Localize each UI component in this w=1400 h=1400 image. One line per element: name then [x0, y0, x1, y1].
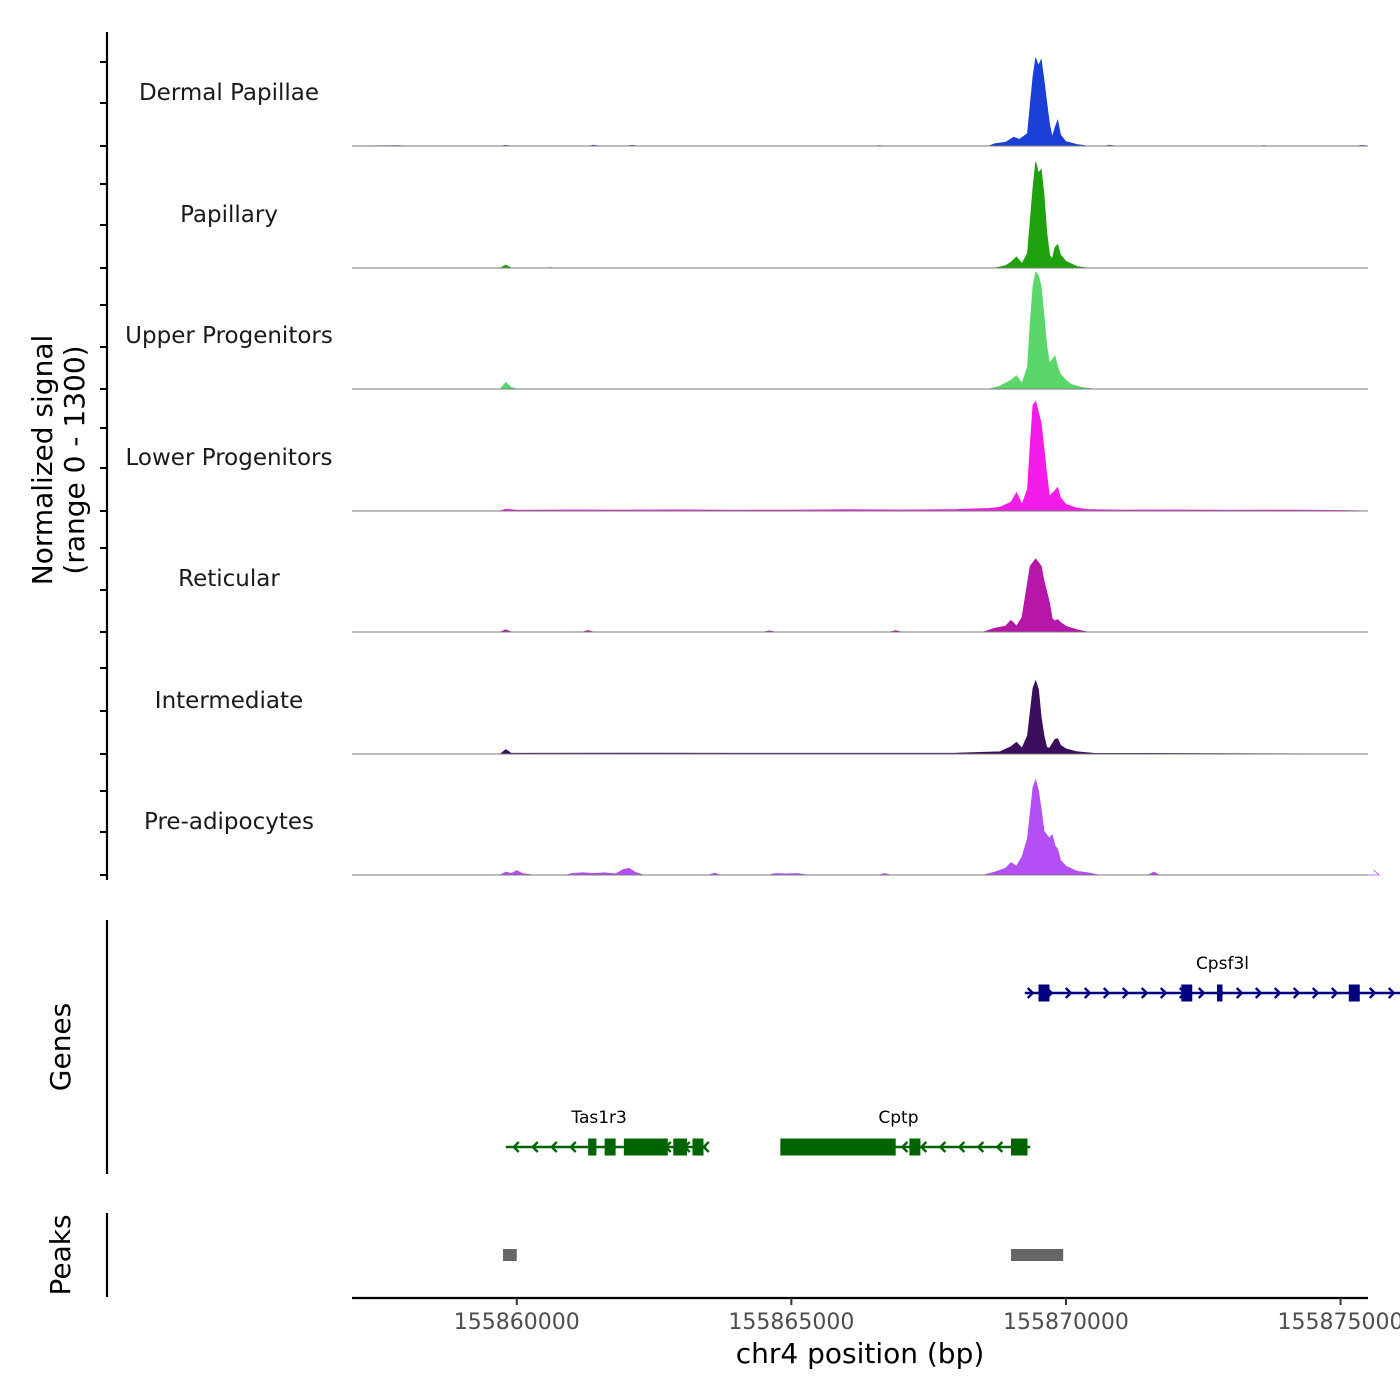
signal-area: [352, 271, 1368, 390]
gene-strand-arrow: [702, 1141, 710, 1153]
signal-area: [352, 161, 1368, 269]
gene-exon: [1216, 984, 1223, 1002]
gene-strand-arrow: [976, 1141, 985, 1153]
peak-region: [1011, 1249, 1064, 1261]
track-2: Upper Progenitors: [125, 271, 1368, 390]
x-tick-label: 155860000: [454, 1310, 580, 1335]
gene-strand-arrow: [1292, 987, 1301, 999]
signal-y-label-line1: Normalized signal: [26, 335, 59, 586]
gene-strand-arrow: [1273, 987, 1282, 999]
x-axis: 155860000 155865000 155870000 155875000: [352, 1296, 1400, 1335]
gene-strand-arrow: [1121, 987, 1130, 999]
gene-strand-arrow: [550, 1141, 558, 1153]
gene-strand-arrow: [1368, 987, 1377, 999]
gene-strand-arrow: [1330, 987, 1339, 999]
gene-exon: [623, 1138, 668, 1156]
track-label: Lower Progenitors: [126, 445, 333, 471]
gene-strand-arrow: [1026, 987, 1035, 999]
gene-strand-arrow: [1254, 987, 1263, 999]
gene-exon: [1011, 1138, 1028, 1156]
gene-exon: [909, 1138, 921, 1156]
gene-exon: [780, 1138, 896, 1156]
gene-strand-arrow: [1197, 987, 1206, 999]
gene-strand-arrow: [1311, 987, 1320, 999]
gene-label: Cptp: [878, 1108, 918, 1128]
gene-strand-arrow: [1159, 987, 1168, 999]
gene-exon: [604, 1138, 616, 1156]
track-label: Pre-adipocytes: [144, 809, 314, 835]
track-label: Intermediate: [155, 688, 303, 714]
gene-strand-arrow: [569, 1141, 577, 1153]
track-1: Papillary: [180, 161, 1368, 269]
gene-Cptp: Cptp: [780, 1108, 1031, 1156]
track-4: Reticular: [178, 558, 1368, 633]
gene-exon: [1038, 984, 1050, 1002]
gene-strand-arrow: [995, 1141, 1004, 1153]
gene-label: Tas1r3: [570, 1108, 626, 1128]
gene-strand-arrow: [1083, 987, 1092, 999]
gene-exon: [588, 1138, 597, 1156]
gene-strand-arrow: [512, 1141, 520, 1153]
track-label: Dermal Papillae: [139, 80, 319, 106]
gene-exon: [673, 1138, 688, 1156]
track-5: Intermediate: [155, 679, 1369, 755]
peaks-panel: [503, 1249, 1064, 1261]
gene-strand-arrow: [900, 1141, 909, 1153]
signal-tracks: Dermal Papillae Papillary Upper Progenitor…: [125, 56, 1381, 876]
genes-panel-label: Genes: [44, 1003, 77, 1091]
gene-strand-arrow: [1387, 987, 1396, 999]
signal-area: [352, 400, 1369, 512]
signal-area: [351, 56, 1369, 147]
signal-area: [352, 558, 1368, 633]
gene-strand-arrow: [1102, 987, 1111, 999]
track-0: Dermal Papillae: [139, 56, 1369, 147]
peaks-panel-label: Peaks: [44, 1214, 77, 1295]
peak-region: [503, 1249, 517, 1261]
x-axis-title: chr4 position (bp): [736, 1337, 985, 1370]
signal-area: [352, 778, 1381, 876]
signal-area: [352, 679, 1369, 755]
track-6: Pre-adipocytes: [144, 778, 1381, 876]
signal-y-label-line2: (range 0 - 1300): [58, 345, 91, 574]
track-label: Upper Progenitors: [125, 323, 333, 349]
gene-strand-arrow: [919, 1141, 928, 1153]
x-tick-label: 155865000: [728, 1310, 854, 1335]
gene-exon: [1181, 984, 1193, 1002]
x-tick-label: 155875000: [1278, 1310, 1400, 1335]
gene-strand-arrow: [938, 1141, 947, 1153]
track-label: Reticular: [178, 566, 280, 592]
gene-strand-arrow: [957, 1141, 966, 1153]
gene-Tas1r3: Tas1r3: [505, 1108, 710, 1156]
signal-axis: [100, 32, 109, 880]
gene-strand-arrow: [1140, 987, 1149, 999]
gene-Cpsf3l: Cpsf3l: [1024, 954, 1400, 1002]
gene-strand-arrow: [531, 1141, 539, 1153]
gene-exon: [1348, 984, 1360, 1002]
genes-panel: Cpsf3l Tas1r3 Cptp: [505, 954, 1400, 1156]
track-label: Papillary: [180, 202, 278, 228]
x-tick-label: 155870000: [1003, 1310, 1129, 1335]
track-3: Lower Progenitors: [126, 400, 1369, 512]
gene-strand-arrow: [1064, 987, 1073, 999]
gene-label: Cpsf3l: [1196, 954, 1249, 974]
gene-exon: [692, 1138, 704, 1156]
gene-strand-arrow: [1235, 987, 1244, 999]
